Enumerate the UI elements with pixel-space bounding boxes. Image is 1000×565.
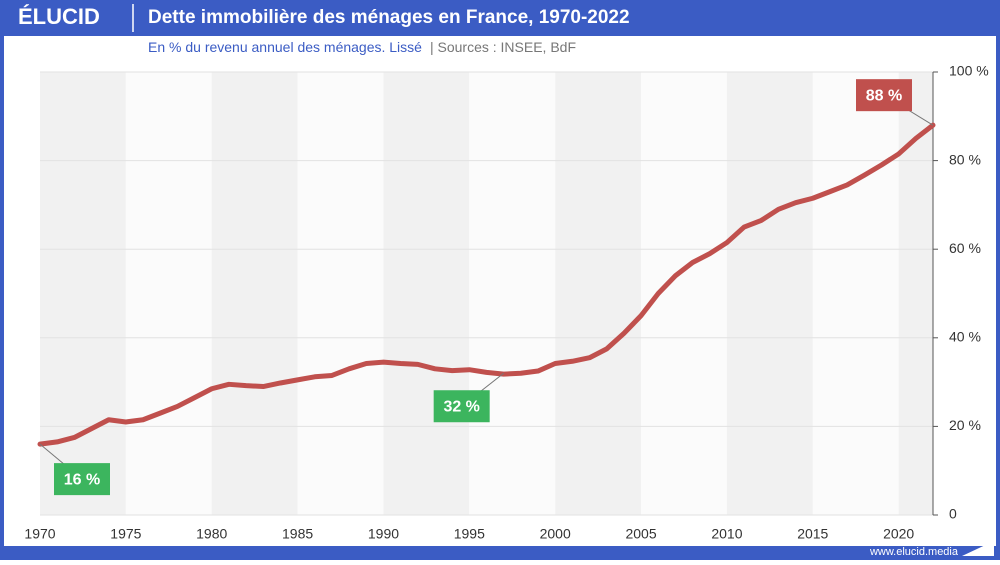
x-tick-label: 1995	[454, 526, 485, 542]
band	[125, 72, 212, 515]
band	[469, 72, 556, 515]
chart-title: Dette immobilière des ménages en France,…	[148, 7, 630, 28]
annotation-label: 88 %	[866, 87, 902, 104]
band	[812, 72, 899, 515]
x-tick-label: 1980	[196, 526, 227, 542]
band	[40, 72, 126, 515]
brand: ÉLUCID	[18, 4, 100, 29]
x-tick-label: 1990	[368, 526, 399, 542]
annotation-box	[433, 390, 490, 423]
band	[641, 72, 727, 515]
x-tick-label: 1970	[24, 526, 55, 542]
y-tick-label: 20 %	[949, 417, 981, 433]
footer-logo	[962, 541, 994, 556]
subtitle: En % du revenu annuel des ménages. Lissé	[148, 39, 422, 55]
x-tick-label: 2010	[711, 526, 742, 542]
y-tick-label: 100 %	[949, 63, 989, 79]
annotation-label: 32 %	[443, 398, 479, 415]
y-tick-label: 60 %	[949, 240, 981, 256]
footer: www.elucid.media	[869, 546, 959, 558]
y-tick-label: 40 %	[949, 329, 981, 345]
y-tick-label: 0	[949, 506, 957, 522]
y-tick-label: 80 %	[949, 151, 981, 167]
line	[37, 122, 936, 447]
source: | Sources : INSEE, BdF	[430, 39, 576, 55]
band	[726, 72, 813, 515]
band	[383, 72, 470, 515]
x-tick-label: 2015	[797, 526, 828, 542]
x-tick-label: 1985	[282, 526, 313, 542]
annotation-box	[856, 79, 912, 112]
annotation-label: 16 %	[64, 471, 100, 488]
x-tick-label: 1975	[110, 526, 141, 542]
annotation-box	[54, 463, 110, 496]
x-tick-label: 2005	[625, 526, 656, 542]
band	[555, 72, 642, 515]
band	[297, 72, 384, 515]
x-tick-label: 2000	[540, 526, 571, 542]
band	[211, 72, 298, 515]
plot: 1970 1975 1980 1985 1990 1995 2000 2005 2010 2015…	[24, 63, 988, 542]
subtitle-line: En % du revenu annuel des ménages. Lissé…	[148, 39, 576, 55]
x-tick-label: 2020	[883, 526, 914, 542]
